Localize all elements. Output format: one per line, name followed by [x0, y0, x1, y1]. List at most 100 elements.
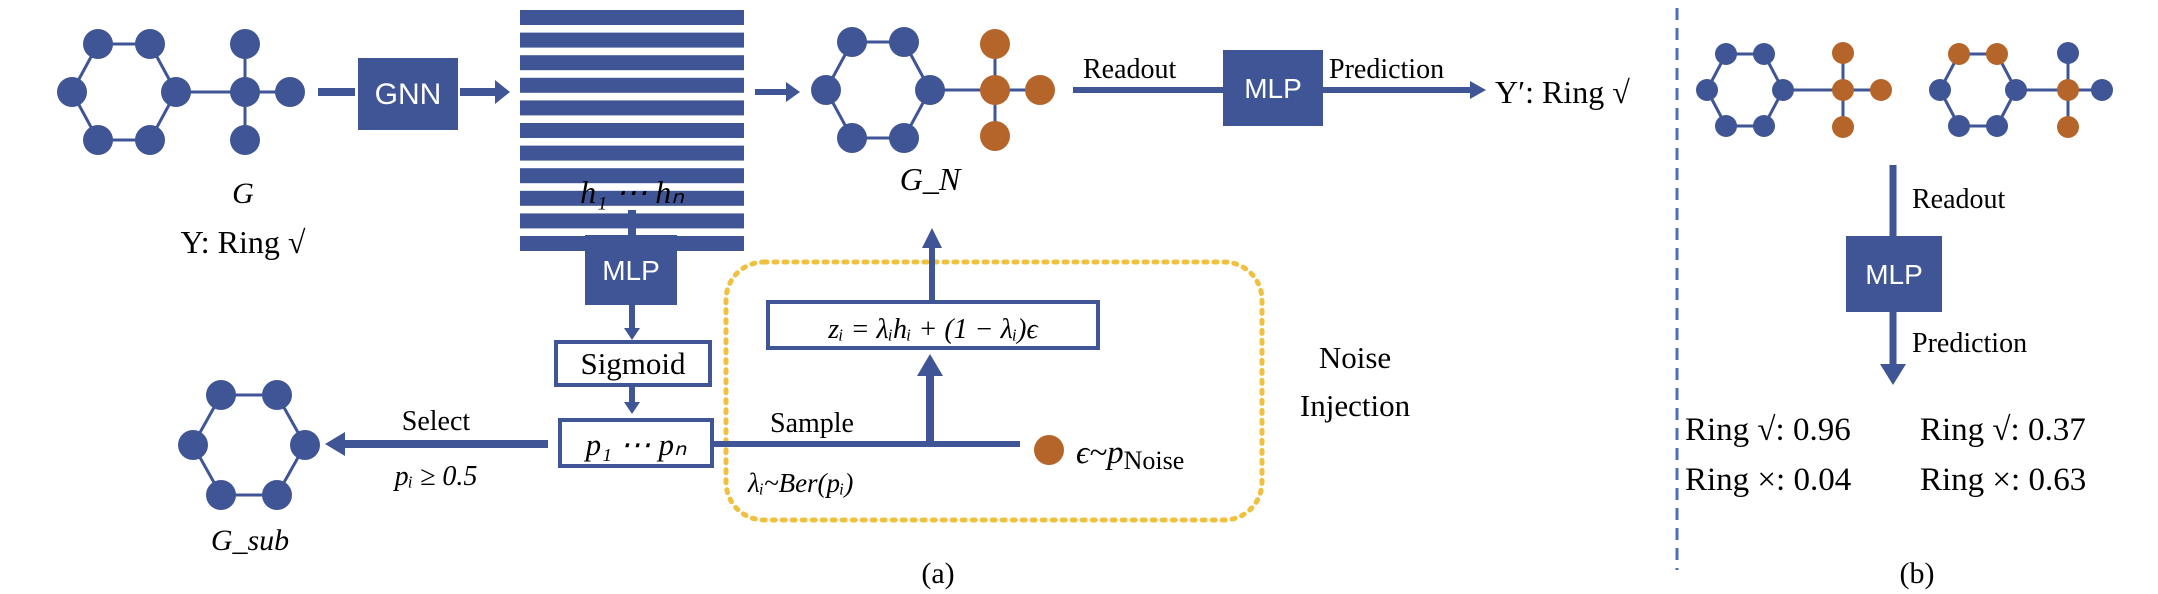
caption-b: (b)	[1900, 557, 1935, 590]
ring-node	[206, 380, 236, 410]
arrowhead-gnn-to-embeddings	[495, 80, 510, 104]
embedding-bar	[520, 77, 744, 93]
gnn-box-label: GNN	[375, 78, 442, 111]
arrowhead-mlp-to-prediction	[1470, 81, 1486, 99]
ring-node	[1772, 79, 1794, 101]
example-graph-2	[1929, 42, 2113, 138]
branch-center-node	[980, 75, 1010, 105]
arrowhead-mlp-to-sigmoid	[624, 328, 640, 340]
readout-label-a: Readout	[1083, 54, 1177, 85]
ring-node	[178, 430, 208, 460]
ring-node	[889, 27, 919, 57]
branch-tail-node	[2091, 79, 2113, 101]
graph-gn-label: G_N	[900, 161, 962, 197]
mlp-b-label: MLP	[1865, 259, 1923, 290]
mlp-middle-box	[585, 235, 677, 305]
sample-label: Sample	[770, 408, 854, 439]
noisy-graph-gn	[811, 27, 1055, 153]
ring-node	[262, 480, 292, 510]
ring-node	[1753, 115, 1775, 137]
embedding-bar	[520, 100, 744, 116]
result-row1-col1: Ring √: 0.96	[1685, 412, 1851, 448]
ring-node	[135, 29, 165, 59]
ring-node	[1715, 115, 1737, 137]
ring-node	[1696, 79, 1718, 101]
p-box-label: p₁ ⋯ pₙ	[584, 427, 687, 462]
caption-a: (a)	[921, 557, 954, 590]
branch-bottom-node	[1832, 116, 1854, 138]
result-row2-col1: Ring ×: 0.04	[1685, 462, 1851, 498]
ring-node	[135, 125, 165, 155]
example-graph-1	[1696, 42, 1892, 138]
embedding-bar	[520, 123, 744, 138]
mlp-b-box	[1846, 236, 1942, 312]
ring-node	[83, 29, 113, 59]
ring-node	[889, 123, 919, 153]
ring-node	[57, 77, 87, 107]
ring-node	[811, 75, 841, 105]
result-row2-col2: Ring ×: 0.63	[1920, 462, 2086, 498]
branch-top-node	[980, 29, 1010, 59]
ring-node	[83, 125, 113, 155]
branch-tail-node	[1870, 79, 1892, 101]
arrowhead-sigmoid-to-p	[624, 402, 640, 414]
ring-node	[206, 480, 236, 510]
ring-node	[262, 380, 292, 410]
graph-gsub-label: G_sub	[211, 524, 289, 557]
select-condition: pᵢ ≥ 0.5	[393, 461, 478, 492]
arrowhead-b-prediction	[1880, 364, 1906, 385]
noise-injection-region	[723, 259, 1265, 523]
readout-label-b: Readout	[1912, 184, 2006, 215]
arrowhead-sample-to-z	[917, 354, 943, 376]
select-label: Select	[402, 406, 471, 437]
z-formula-box	[766, 300, 1100, 350]
mlp-middle-label: MLP	[602, 255, 660, 286]
branch-top-node	[2057, 42, 2079, 64]
ring-node	[837, 123, 867, 153]
branch-top-node	[230, 29, 260, 59]
arrowhead-embeddings-to-gn	[786, 82, 800, 102]
prediction-output: Y′: Ring √	[1495, 74, 1630, 110]
embedding-bar	[520, 55, 744, 71]
ring-node	[1753, 43, 1775, 65]
prediction-label-b: Prediction	[1912, 328, 2027, 359]
embedding-bar	[520, 168, 744, 184]
graph-g-target-label: Y: Ring √	[181, 224, 306, 260]
ring-node	[1986, 43, 2008, 65]
embedding-bar	[520, 32, 744, 48]
noise-node	[1034, 435, 1064, 465]
ring-node	[915, 75, 945, 105]
bernoulli-label: λᵢ~Ber(pᵢ)	[747, 468, 853, 498]
noise-injection-label-line1: Noise	[1319, 340, 1391, 375]
ring-node	[1929, 79, 1951, 101]
z-formula: zᵢ = λᵢhᵢ + (1 − λᵢ)ϵ	[827, 314, 1039, 345]
branch-bottom-node	[2057, 116, 2079, 138]
noise-symbol: ϵ~pNoise	[1076, 435, 1184, 475]
arrowhead-p-to-subgraph	[325, 432, 345, 456]
arrowhead-z-to-gn	[922, 228, 942, 248]
branch-center-node	[2057, 79, 2079, 101]
branch-top-node	[1832, 42, 1854, 64]
embedding-bar	[520, 145, 744, 161]
ring-node	[1948, 115, 1970, 137]
ring-node	[1715, 43, 1737, 65]
branch-center-node	[1832, 79, 1854, 101]
graph-g-label: G	[232, 177, 254, 210]
embedding-stack	[520, 10, 744, 251]
prediction-label-a: Prediction	[1329, 54, 1444, 85]
gnn-box	[358, 58, 458, 130]
ring-node	[161, 77, 191, 107]
branch-bottom-node	[980, 121, 1010, 151]
ring-node	[1948, 43, 1970, 65]
subgraph-gsub	[178, 380, 320, 510]
branch-bottom-node	[230, 125, 260, 155]
embeddings-label: h₁ ⋯ hₙ	[580, 174, 685, 210]
ring-node	[290, 430, 320, 460]
input-graph-g	[57, 29, 305, 155]
branch-center-node	[230, 77, 260, 107]
branch-tail-node	[1025, 75, 1055, 105]
embedding-bar	[520, 10, 744, 25]
ring-node	[2005, 79, 2027, 101]
sigmoid-box	[554, 340, 712, 387]
